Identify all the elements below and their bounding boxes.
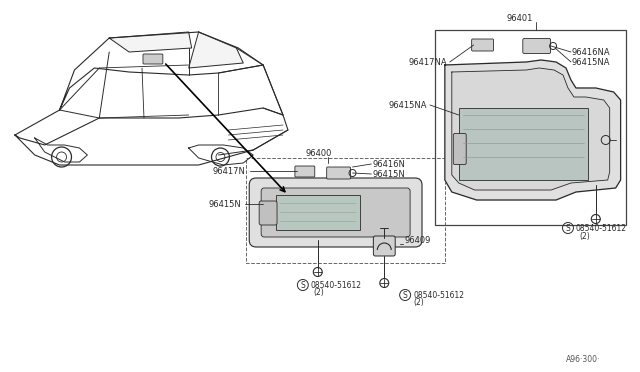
Text: 96415NA: 96415NA xyxy=(572,58,611,67)
Text: 96415N: 96415N xyxy=(209,199,241,208)
Text: 96400: 96400 xyxy=(306,148,332,157)
FancyBboxPatch shape xyxy=(295,166,315,177)
Text: (2): (2) xyxy=(314,289,324,298)
FancyBboxPatch shape xyxy=(373,236,396,256)
FancyBboxPatch shape xyxy=(249,178,422,247)
Text: 96415N: 96415N xyxy=(372,170,405,179)
Text: 96417NA: 96417NA xyxy=(408,58,447,67)
FancyBboxPatch shape xyxy=(472,39,493,51)
Polygon shape xyxy=(452,68,610,190)
Text: A96·300·: A96·300· xyxy=(566,356,600,365)
Polygon shape xyxy=(189,32,243,68)
Text: 96401: 96401 xyxy=(506,13,532,22)
Text: 08540-51612: 08540-51612 xyxy=(413,291,464,299)
Text: S: S xyxy=(403,291,408,299)
FancyBboxPatch shape xyxy=(143,54,163,64)
FancyBboxPatch shape xyxy=(259,201,277,225)
Text: 08540-51612: 08540-51612 xyxy=(311,280,362,289)
FancyBboxPatch shape xyxy=(276,195,360,230)
Text: S: S xyxy=(566,224,570,232)
Bar xyxy=(246,158,445,263)
FancyBboxPatch shape xyxy=(261,188,410,237)
Text: 08540-51612: 08540-51612 xyxy=(576,224,627,232)
Text: 96415NA: 96415NA xyxy=(388,100,427,109)
FancyBboxPatch shape xyxy=(326,167,351,179)
Text: 96417N: 96417N xyxy=(212,167,245,176)
FancyBboxPatch shape xyxy=(523,38,550,54)
Text: 96416NA: 96416NA xyxy=(572,48,611,57)
Bar xyxy=(435,30,625,225)
Bar xyxy=(459,108,588,180)
Text: 96416N: 96416N xyxy=(372,160,405,169)
Text: (2): (2) xyxy=(413,298,424,308)
Text: (2): (2) xyxy=(579,231,589,241)
FancyBboxPatch shape xyxy=(453,134,466,164)
Text: 96409: 96409 xyxy=(404,235,431,244)
Text: S: S xyxy=(301,280,305,289)
Polygon shape xyxy=(445,60,621,200)
Polygon shape xyxy=(109,32,191,52)
